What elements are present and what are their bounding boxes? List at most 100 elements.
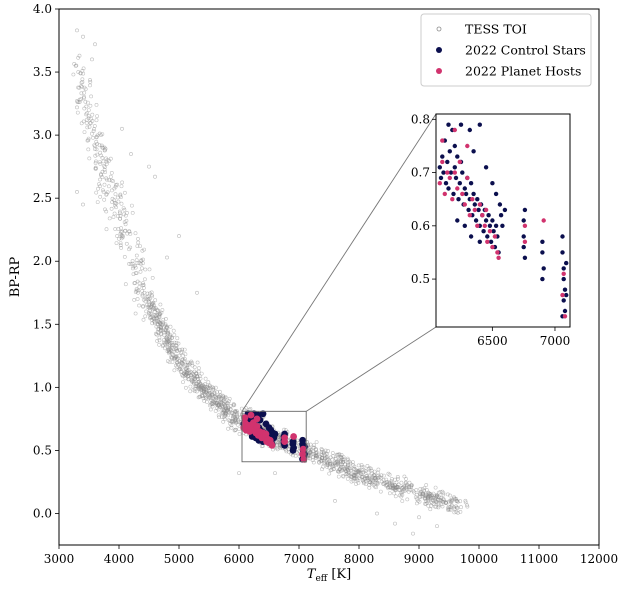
toi-point [441, 491, 446, 496]
toi-point [455, 510, 460, 515]
toi-outlier-point [75, 105, 79, 110]
toi-outlier-point [273, 471, 277, 476]
toi-point [138, 244, 143, 249]
toi-point [141, 304, 146, 309]
toi-point [346, 472, 351, 477]
toi-point [94, 103, 99, 107]
toi-point [83, 99, 88, 104]
toi-point [440, 504, 445, 509]
toi-point [90, 112, 95, 117]
inset-control-star-point [490, 181, 495, 186]
toi-point [395, 474, 400, 479]
planet-host-point [300, 455, 308, 463]
toi-outlier-point [75, 189, 79, 194]
inset-control-star-point [446, 186, 451, 191]
toi-point [228, 407, 233, 412]
toi-point [109, 206, 114, 211]
toi-point [102, 148, 107, 153]
toi-point [121, 206, 126, 211]
toi-point [132, 297, 137, 302]
toi-point [197, 387, 202, 392]
toi-point [98, 161, 103, 166]
toi-point [143, 314, 148, 319]
inset-planet-host-point [465, 143, 470, 149]
inset-control-star-point [564, 292, 569, 298]
toi-point [179, 369, 184, 374]
toi-point [185, 362, 190, 367]
toi-point [79, 121, 84, 126]
toi-point [192, 386, 197, 391]
toi-point [216, 413, 221, 418]
toi-point [180, 365, 185, 370]
toi-outlier-point [90, 57, 94, 62]
toi-point [160, 344, 165, 349]
toi-point [108, 174, 113, 179]
toi-point [168, 324, 173, 329]
inset-control-star-point [562, 308, 568, 314]
toi-point [441, 492, 446, 497]
toi-point [101, 159, 106, 164]
toi-point [181, 357, 185, 362]
toi-point [233, 420, 238, 425]
toi-point [81, 119, 86, 124]
toi-point [233, 409, 237, 414]
toi-point [338, 459, 343, 464]
inset-control-star-point [446, 122, 451, 127]
toi-point [311, 460, 316, 465]
toi-point [446, 507, 451, 512]
toi-point [233, 409, 238, 414]
toi-point [412, 490, 417, 495]
toi-point [172, 368, 177, 373]
toi-point [421, 491, 425, 496]
zoom-connector-line [241, 113, 437, 412]
inset-planet-host-point [560, 292, 565, 298]
toi-point [204, 395, 209, 400]
inset-control-star-point [462, 186, 467, 191]
toi-point [213, 409, 218, 413]
toi-point [170, 335, 174, 340]
inset-points [437, 122, 569, 319]
toi-point [428, 507, 433, 512]
toi-point [384, 477, 389, 482]
inset-control-star-point [522, 207, 528, 213]
inset-control-star-point [473, 218, 479, 223]
toi-point [142, 277, 147, 282]
toi-point [219, 415, 224, 420]
toi-point [359, 465, 364, 470]
toi-point [168, 350, 173, 355]
toi-point [364, 474, 369, 479]
toi-point [133, 290, 138, 294]
toi-point [348, 470, 353, 475]
toi-outlier-point [393, 521, 397, 526]
toi-point [113, 203, 117, 208]
toi-point [129, 203, 134, 208]
toi-point [193, 384, 198, 389]
toi-point [155, 308, 160, 313]
toi-point [102, 197, 107, 202]
toi-point [155, 339, 160, 343]
toi-point [190, 361, 195, 365]
toi-point [338, 454, 343, 459]
toi-point [164, 340, 169, 345]
toi-point [362, 476, 367, 481]
toi-point [207, 384, 212, 389]
toi-point [150, 275, 155, 280]
planet-host-point [299, 445, 307, 453]
toi-point [396, 487, 401, 492]
toi-point [95, 152, 100, 157]
inset-planet-host-point [522, 239, 528, 244]
toi-point [219, 401, 224, 406]
inset-control-star-point [561, 266, 566, 271]
x-tick-label: 9000 [404, 552, 435, 566]
toi-point [165, 324, 169, 329]
x-axis-label-main: T [307, 567, 317, 582]
toi-point [343, 468, 348, 473]
toi-outlier-point [81, 34, 85, 39]
toi-point [119, 201, 124, 206]
toi-point [349, 468, 354, 473]
toi-point [307, 456, 312, 461]
toi-point [433, 485, 438, 490]
toi-point [123, 213, 128, 218]
toi-point [404, 476, 408, 481]
toi-point [86, 114, 91, 119]
